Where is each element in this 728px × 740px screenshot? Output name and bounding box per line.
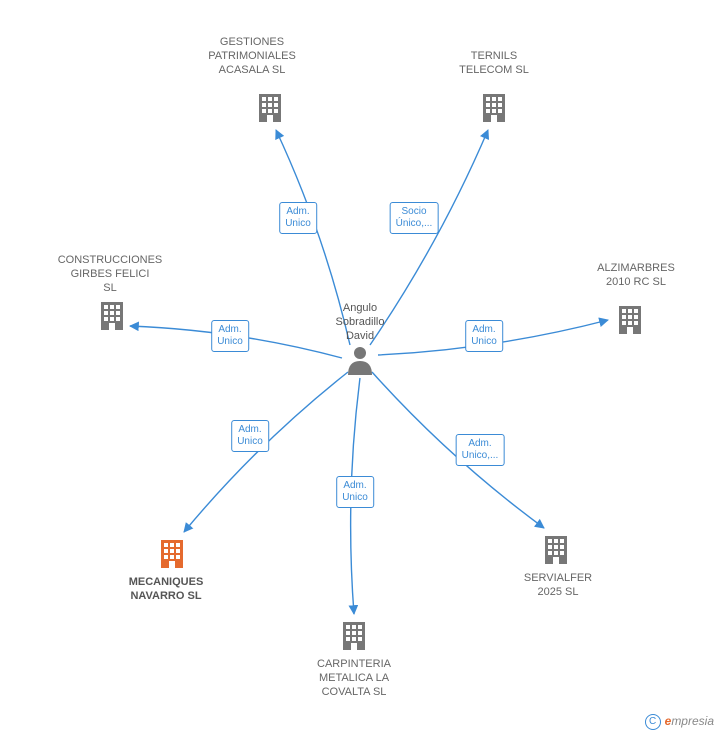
node-label: GESTIONESPATRIMONIALESACASALA SL bbox=[192, 36, 312, 77]
node-label: CONSTRUCCIONESGIRBES FELICISL bbox=[50, 254, 170, 295]
node-label: MECANIQUESNAVARRO SL bbox=[106, 576, 226, 604]
building-icon[interactable] bbox=[480, 92, 508, 124]
edge-label: Adm.Unico bbox=[211, 320, 249, 352]
brand-rest: mpresia bbox=[671, 714, 714, 728]
person-icon[interactable] bbox=[346, 345, 374, 375]
copyright-mark: C bbox=[645, 714, 661, 730]
copyright: Cempresia bbox=[645, 714, 714, 730]
edge-label: Adm.Unico bbox=[279, 202, 317, 234]
center-node-label: AnguloSobradilloDavid bbox=[300, 302, 420, 343]
building-icon[interactable] bbox=[616, 304, 644, 336]
building-icon[interactable] bbox=[340, 620, 368, 652]
node-label: SERVIALFER2025 SL bbox=[498, 572, 618, 600]
node-label: TERNILSTELECOM SL bbox=[434, 50, 554, 78]
building-icon[interactable] bbox=[98, 300, 126, 332]
edge-label: Adm.Unico bbox=[231, 420, 269, 452]
building-icon[interactable] bbox=[256, 92, 284, 124]
edge-label: SocioÚnico,... bbox=[390, 202, 439, 234]
edge-label: Adm.Unico,... bbox=[456, 434, 505, 466]
node-label: ALZIMARBRES2010 RC SL bbox=[576, 262, 696, 290]
edge bbox=[184, 372, 348, 532]
node-label: CARPINTERIAMETALICA LACOVALTA SL bbox=[294, 658, 414, 699]
edge-label: Adm.Unico bbox=[336, 476, 374, 508]
edge-label: Adm.Unico bbox=[465, 320, 503, 352]
building-icon[interactable] bbox=[158, 538, 186, 570]
building-icon[interactable] bbox=[542, 534, 570, 566]
